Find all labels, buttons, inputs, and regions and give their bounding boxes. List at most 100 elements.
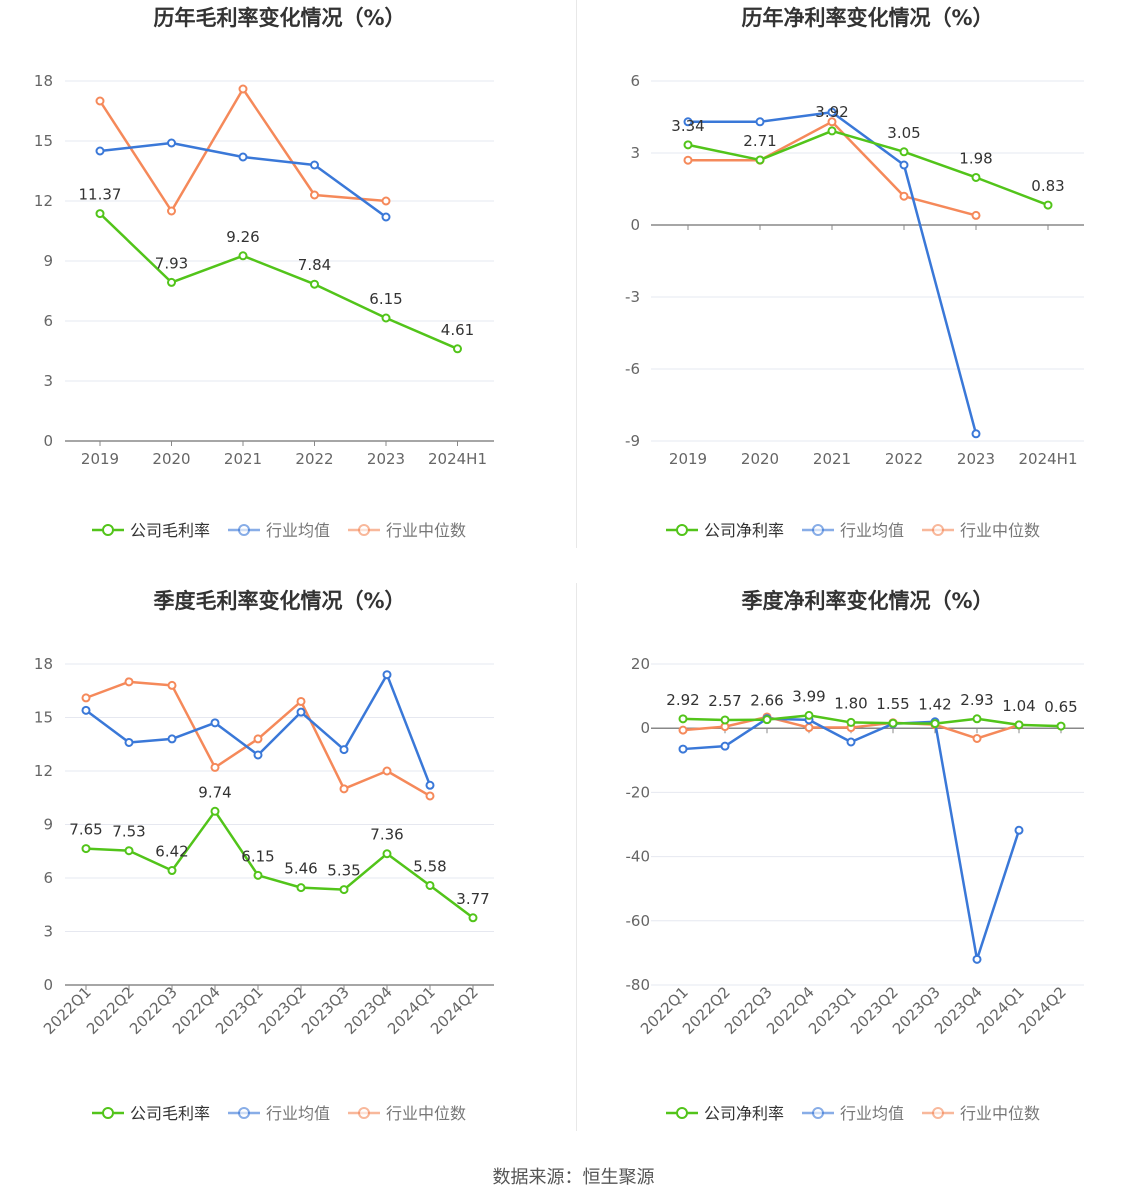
series-line: [688, 120, 977, 217]
data-label: 2.71: [743, 132, 776, 150]
data-point: [296, 696, 306, 706]
data-point: [899, 160, 909, 170]
legend-item: 行业均值: [802, 521, 904, 540]
quarterly-net-margin-svg: 季度净利率变化情况（%）-80-60-40-200202022Q12022Q22…: [626, 589, 1084, 1123]
data-point: [930, 719, 940, 729]
data-label: 9.74: [198, 783, 231, 801]
data-label: 1.42: [918, 696, 951, 714]
data-point: [683, 155, 693, 165]
data-label: 5.58: [413, 857, 446, 875]
data-point: [124, 677, 134, 687]
legend-label: 行业均值: [840, 521, 904, 540]
x-tick-label: 2023: [957, 450, 995, 468]
data-point: [210, 762, 220, 772]
data-point: [425, 791, 435, 801]
data-point: [95, 96, 105, 106]
legend-item: 行业中位数: [348, 1104, 466, 1123]
data-point: [468, 913, 478, 923]
data-point: [253, 870, 263, 880]
data-label: 9.26: [226, 228, 259, 246]
legend-label: 行业均值: [266, 1104, 330, 1123]
y-tick-label: -9: [625, 432, 640, 450]
y-tick-label: -3: [625, 288, 640, 306]
data-label: 7.84: [298, 256, 331, 274]
data-point: [339, 885, 349, 895]
data-label: 7.53: [112, 823, 145, 841]
data-point: [425, 880, 435, 890]
data-point: [827, 107, 837, 117]
data-point: [238, 84, 248, 94]
data-label: 1.80: [834, 694, 867, 712]
chart-title: 季度净利率变化情况（%）: [741, 589, 993, 613]
data-point: [972, 733, 982, 743]
data-point: [971, 172, 981, 182]
data-label: 2.93: [960, 691, 993, 709]
data-source-note: 数据来源：恒生聚源: [492, 1167, 655, 1188]
panel-divider-bottom: [576, 583, 577, 1131]
y-tick-label: 3: [630, 144, 640, 162]
legend-marker: [102, 524, 114, 536]
legend-marker: [676, 524, 688, 536]
data-point: [81, 705, 91, 715]
x-tick-label: 2024H1: [1019, 450, 1078, 468]
legend-marker: [358, 1107, 370, 1119]
data-label: 6.15: [241, 847, 274, 865]
data-point: [683, 117, 693, 127]
chart-body: 历年净利率变化情况（%） -9 -6 -3 0 3 6 2019 2020 2021 2022 202…: [625, 6, 1084, 540]
y-tick-label: 15: [34, 709, 53, 727]
data-point: [971, 429, 981, 439]
data-point: [755, 155, 765, 165]
data-point: [382, 670, 392, 680]
y-tick-label: 18: [34, 72, 53, 90]
x-tick-label: 2021: [224, 450, 262, 468]
data-point: [339, 784, 349, 794]
annual-gross-margin-svg: 历年毛利率变化情况（%） 0 3 6 9 12 15 18 2019 2020 2021 2022 20…: [34, 6, 494, 540]
data-label: 11.37: [79, 186, 122, 204]
series-line: [682, 714, 1062, 728]
data-point: [310, 160, 319, 170]
x-tick-label: 2019: [81, 450, 119, 468]
legend-item: 行业中位数: [922, 1104, 1040, 1123]
series-line: [682, 717, 1021, 961]
legend-label: 公司净利率: [704, 1104, 784, 1123]
data-point: [124, 737, 134, 747]
data-point: [95, 146, 105, 156]
legend-item: 行业中位数: [348, 521, 466, 540]
series-line: [98, 87, 387, 213]
legend-marker: [358, 524, 370, 536]
legend-marker: [238, 524, 250, 536]
y-tick-label: 12: [34, 762, 53, 780]
y-tick-label: -6: [625, 360, 640, 378]
data-point: [167, 680, 177, 690]
data-label: 0.65: [1044, 698, 1077, 716]
y-tick-label: 6: [43, 312, 53, 330]
y-tick-label: 9: [43, 252, 53, 270]
panel-divider-top: [576, 0, 577, 548]
data-point: [678, 725, 688, 735]
legend-marker: [676, 1107, 688, 1119]
legend-label: 行业中位数: [386, 1104, 466, 1123]
legend-marker: [932, 1107, 944, 1119]
data-label: 7.36: [370, 826, 403, 844]
data-point: [827, 117, 837, 127]
data-label: 3.99: [792, 687, 825, 705]
data-point: [253, 734, 263, 744]
y-tick-label: 18: [34, 655, 53, 673]
data-label: 2.92: [666, 691, 699, 709]
data-point: [310, 190, 319, 200]
legend-label: 行业均值: [840, 1104, 904, 1123]
x-tick-label: 2020: [741, 450, 779, 468]
y-tick-label: -40: [626, 848, 651, 866]
legend-item: 公司毛利率: [92, 521, 210, 540]
chart-body: 季度毛利率变化情况（%）03691215182022Q12022Q22022Q3…: [34, 589, 494, 1123]
data-point: [827, 126, 837, 136]
x-tick-label: 2024H1: [428, 450, 487, 468]
legend-item: 行业均值: [802, 1104, 904, 1123]
data-point: [296, 707, 306, 717]
data-point: [1014, 720, 1024, 730]
data-point: [124, 846, 134, 856]
data-point: [804, 723, 814, 733]
chart-body: 季度净利率变化情况（%）-80-60-40-200202022Q12022Q22…: [626, 589, 1084, 1123]
legend-label: 公司净利率: [704, 521, 784, 540]
data-label: 2.66: [750, 692, 783, 710]
